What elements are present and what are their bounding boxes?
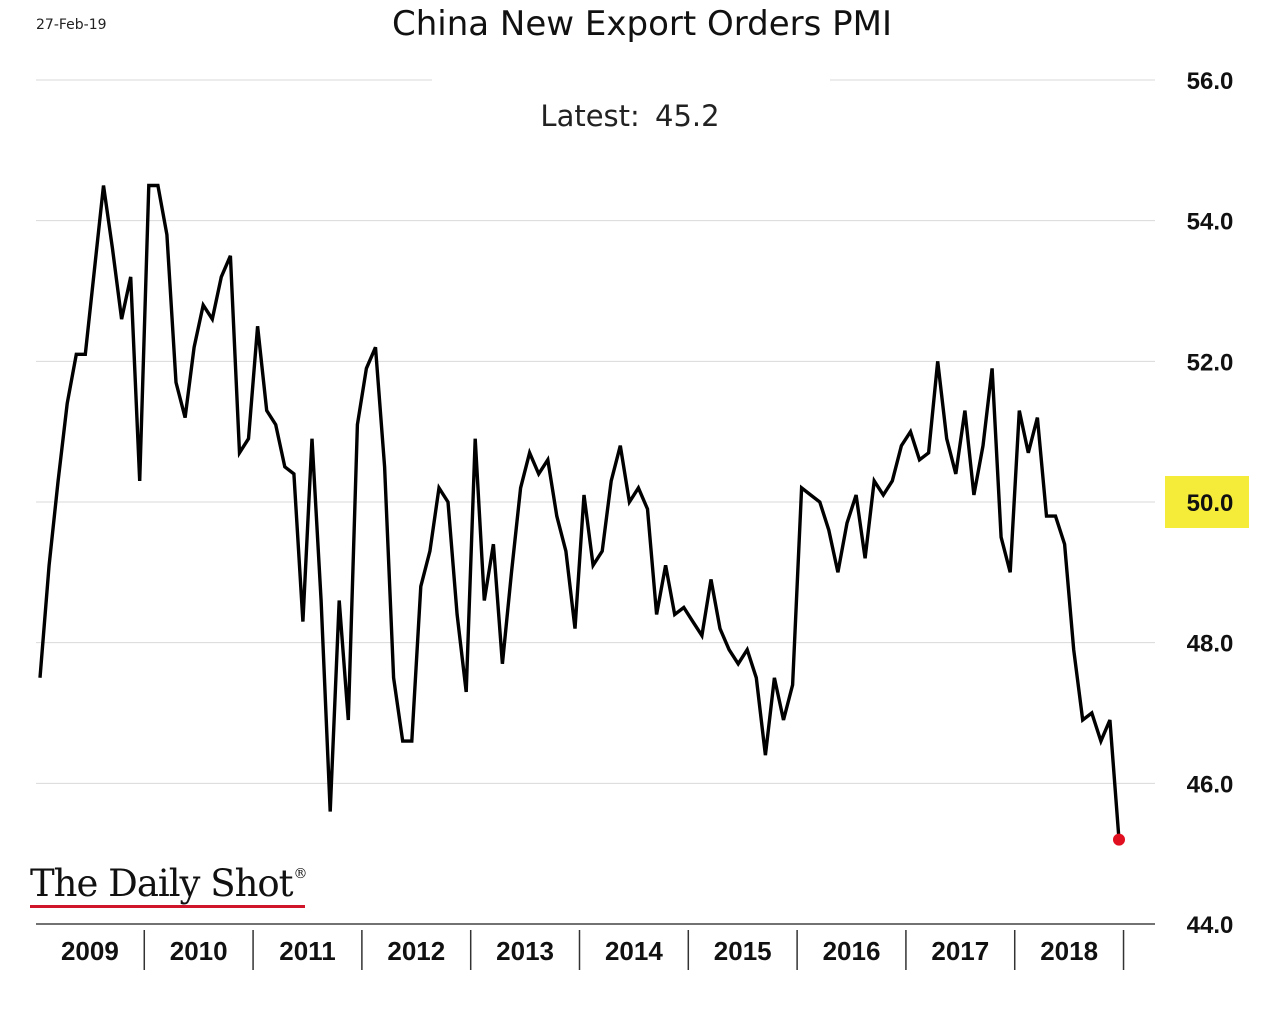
date-label: 27-Feb-19 bbox=[36, 17, 107, 33]
x-tick-label: 2017 bbox=[931, 936, 989, 966]
x-tick-label: 2012 bbox=[387, 936, 445, 966]
series-line bbox=[38, 183, 1121, 840]
x-tick-label: 2011 bbox=[279, 936, 335, 966]
x-axis: 2009 2010 2011 2012 2013 2014 2015 2016 2017 2018 bbox=[61, 930, 1125, 970]
highlight-50.0 bbox=[1165, 476, 1249, 528]
y-tick-label: 46.0 bbox=[1187, 771, 1234, 798]
highlight-layer bbox=[1165, 476, 1249, 528]
x-tick-label: 2015 bbox=[714, 936, 772, 966]
x-tick-label: 2010 bbox=[170, 936, 228, 966]
y-tick-label: 56.0 bbox=[1187, 68, 1234, 95]
daily-shot-logo: The Daily Shot® bbox=[30, 862, 308, 905]
x-tick-label: 2018 bbox=[1040, 936, 1098, 966]
registered-mark: ® bbox=[293, 866, 308, 882]
y-tick-label: 50.0 bbox=[1187, 490, 1234, 517]
gridlines bbox=[36, 79, 1155, 925]
logo-text: The Daily Shot bbox=[30, 862, 294, 905]
x-tick-label: 2013 bbox=[496, 936, 554, 966]
chart-title: China New Export Orders PMI bbox=[391, 4, 892, 44]
x-tick-label: 2014 bbox=[605, 936, 663, 966]
y-axis-ticks: 44.0 46.0 48.0 50.0 52.0 54.0 56.0 bbox=[1187, 68, 1234, 939]
y-tick-label: 44.0 bbox=[1187, 912, 1234, 939]
x-tick-label: 2016 bbox=[823, 936, 881, 966]
latest-label: Latest: bbox=[540, 99, 640, 133]
y-tick-label: 52.0 bbox=[1187, 349, 1234, 376]
series-layer bbox=[38, 183, 1125, 846]
logo-underline bbox=[30, 905, 305, 908]
latest-point bbox=[1113, 833, 1125, 846]
y-tick-label: 54.0 bbox=[1187, 209, 1234, 236]
y-tick-label: 48.0 bbox=[1187, 631, 1234, 658]
latest-readout: Latest: 45.2 bbox=[0, 99, 1260, 133]
latest-value: 45.2 bbox=[655, 99, 720, 133]
x-tick-label: 2009 bbox=[61, 936, 119, 966]
